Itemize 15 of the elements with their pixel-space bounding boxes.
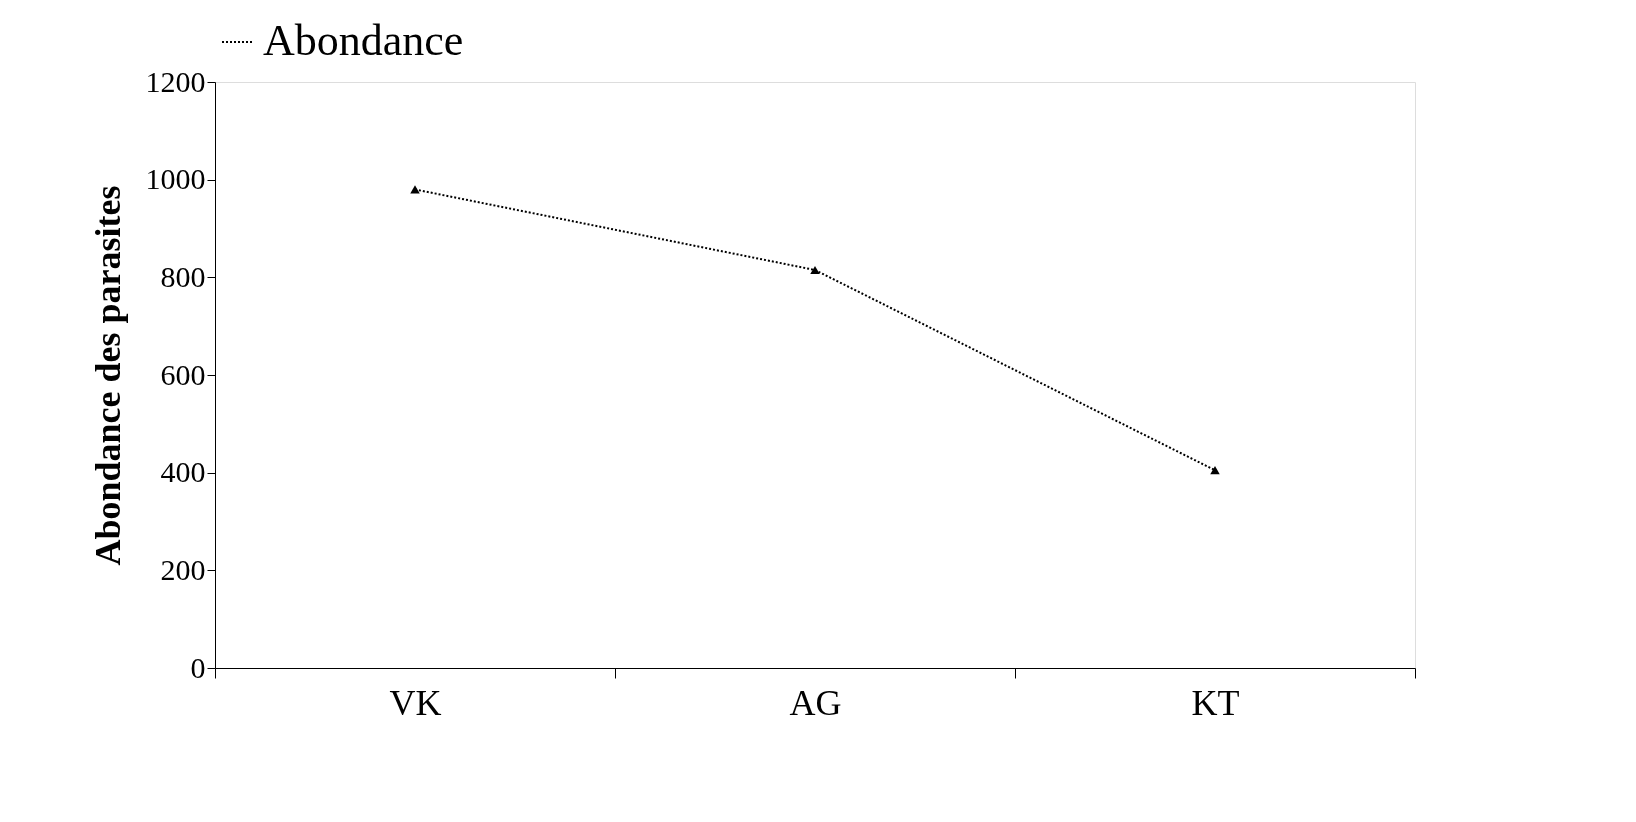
point: [410, 185, 420, 194]
y-tick-label: 0: [190, 650, 206, 684]
y-tick-label: 1200: [145, 64, 206, 98]
x-tick-label: AG: [789, 682, 842, 723]
legend-label: Abondance: [263, 16, 464, 65]
y-tick-label: 800: [160, 259, 206, 293]
point: [1210, 466, 1220, 475]
point: [810, 265, 820, 275]
x-tick-label: VK: [389, 682, 442, 723]
x-tick-label: KT: [1191, 682, 1240, 723]
y-tick-label: 400: [160, 455, 206, 489]
y-tick-label: 1000: [145, 162, 206, 196]
y-axis-title: Abondance des parasites: [87, 185, 128, 566]
y-tick-label: 200: [160, 552, 206, 586]
y-tick-label: 600: [160, 357, 206, 391]
